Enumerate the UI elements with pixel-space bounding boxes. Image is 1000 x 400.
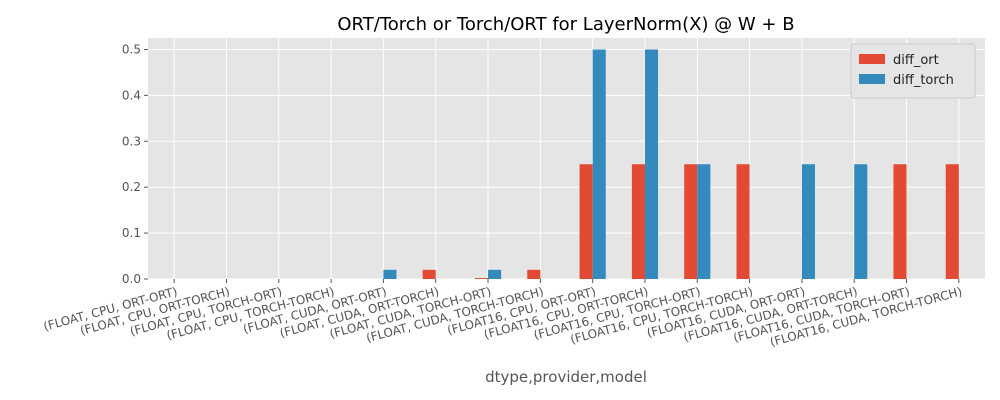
y-tick-label: 0.1 — [122, 226, 141, 240]
bar — [736, 164, 750, 279]
y-tick-label: 0.3 — [122, 134, 141, 148]
bar — [422, 269, 436, 279]
y-tick-label: 0.4 — [122, 88, 141, 102]
y-tick-label: 0.5 — [122, 42, 141, 56]
bar — [579, 164, 593, 279]
legend-swatch — [859, 74, 885, 84]
legend-label: diff_torch — [893, 73, 954, 88]
bar — [383, 269, 397, 279]
bar — [488, 269, 502, 279]
bar — [684, 164, 698, 279]
bar — [644, 49, 659, 279]
bar — [801, 164, 815, 279]
bar — [854, 164, 868, 279]
bar — [527, 269, 541, 279]
bar — [893, 164, 907, 279]
y-tick-label: 0.0 — [122, 272, 141, 286]
bar — [631, 164, 645, 279]
plot-area — [148, 38, 985, 279]
bar — [592, 49, 606, 279]
x-axis-label: dtype,provider,model — [485, 368, 647, 386]
legend-swatch — [859, 54, 885, 64]
legend-label: diff_ort — [893, 53, 939, 68]
y-tick-label: 0.2 — [122, 180, 141, 194]
bar — [474, 278, 489, 279]
chart-title: ORT/Torch or Torch/ORT for LayerNorm(X) … — [337, 14, 794, 35]
bar — [945, 164, 959, 279]
bar — [697, 164, 711, 279]
